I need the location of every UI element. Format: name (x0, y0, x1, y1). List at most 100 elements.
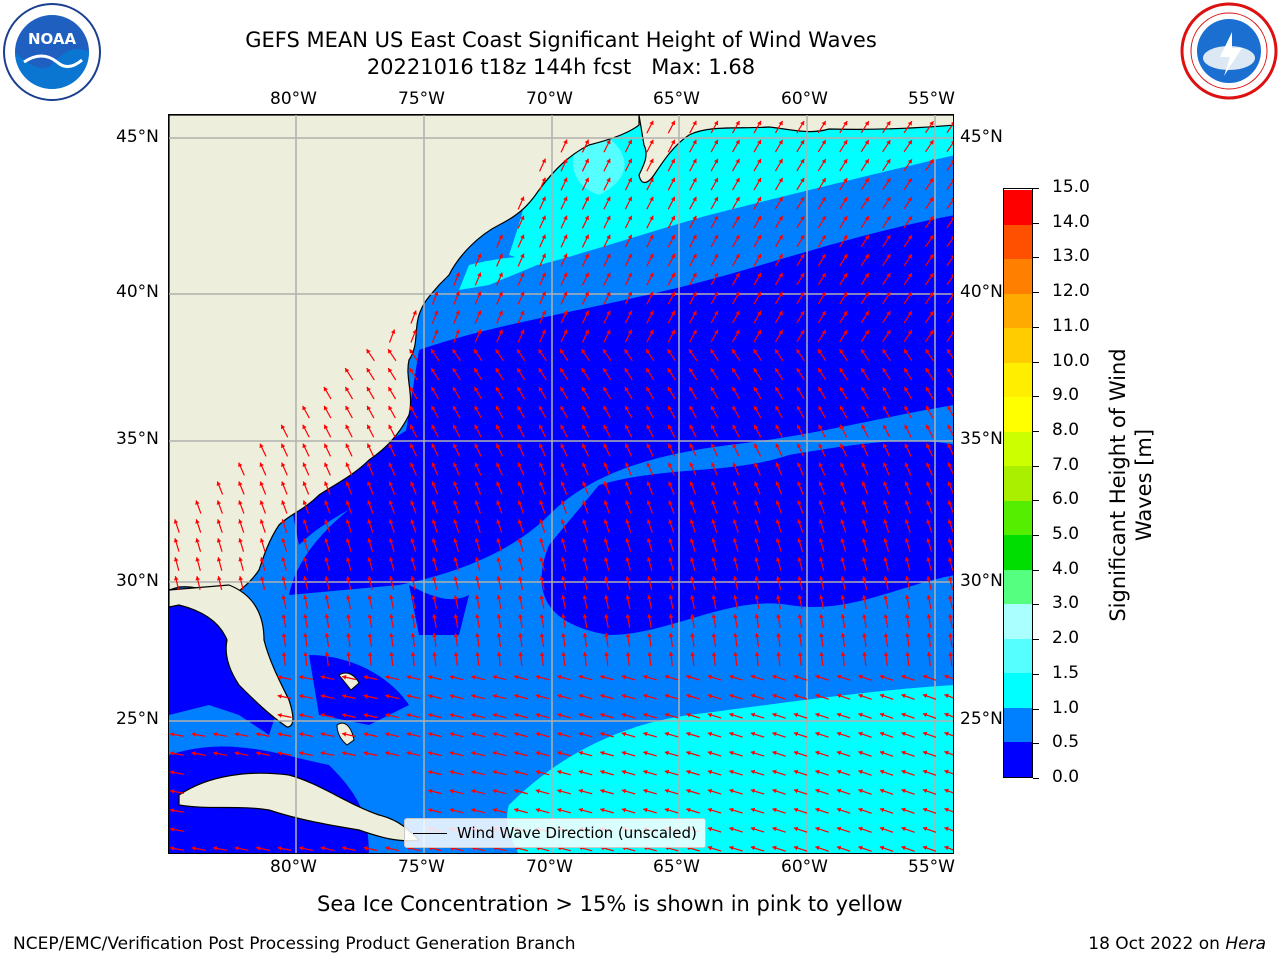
wind-wave-arrowhead (757, 291, 762, 297)
wind-wave-arrowhead (600, 693, 605, 699)
wind-wave-arrowhead (843, 140, 848, 145)
wind-wave-arrowhead (664, 788, 670, 794)
colorbar-tick-mark (1033, 743, 1039, 745)
wind-wave-arrowhead (904, 443, 909, 449)
wind-wave-arrowhead (603, 557, 609, 562)
wind-wave-arrowhead (929, 178, 934, 183)
wind-wave-arrowhead (864, 254, 869, 259)
wind-wave-arrowhead (606, 158, 611, 164)
wind-wave-arrowhead (281, 595, 287, 600)
wind-wave-arrowhead (843, 330, 848, 335)
wind-wave-arrowhead (320, 732, 325, 737)
wind-wave-arrowhead (621, 712, 627, 718)
wind-wave-arrowhead (668, 538, 673, 543)
wind-wave-arrowhead (926, 481, 931, 486)
wind-wave-arrowhead (710, 424, 716, 430)
wind-wave-arrowhead (363, 732, 368, 737)
wind-wave-arrowhead (625, 633, 631, 638)
wind-wave-arrowhead (735, 272, 740, 278)
wind-wave-arrowhead (861, 481, 866, 486)
wind-wave-arrowhead (474, 405, 479, 411)
wind-wave-arrowhead (603, 481, 608, 486)
wind-wave-arrowhead (603, 424, 608, 430)
wind-wave-arrowhead (732, 462, 737, 468)
wind-wave-arrowhead (907, 216, 912, 221)
wind-wave-arrowhead (879, 750, 885, 756)
wind-wave-arrowhead (840, 576, 846, 581)
wind-wave-arrowhead (664, 807, 670, 813)
wind-wave-arrowhead (882, 424, 888, 430)
wind-wave-arrowhead (882, 349, 887, 354)
wind-wave-arrowhead (907, 140, 912, 145)
wind-wave-arrowhead (324, 614, 330, 619)
wind-wave-arrowhead (670, 253, 676, 259)
wind-wave-arrowhead (584, 234, 589, 240)
wind-wave-arrowhead (323, 386, 328, 392)
wind-wave-arrowhead (879, 845, 885, 851)
wind-wave-arrowhead (471, 750, 476, 756)
wind-wave-arrowhead (449, 731, 454, 737)
wind-wave-arrowhead (713, 139, 719, 145)
wind-wave-arrowhead (950, 255, 953, 258)
wind-wave-arrowhead (234, 846, 239, 851)
wind-wave-arrowhead (668, 519, 673, 524)
wind-wave-arrowhead (363, 675, 368, 680)
wind-wave-arrowhead (907, 178, 912, 183)
wind-wave-arrowhead (929, 216, 934, 221)
wind-wave-arrowhead (600, 769, 605, 775)
wind-wave-arrowhead (843, 159, 848, 164)
wind-wave-arrowhead (342, 846, 347, 851)
wind-wave-arrowhead (498, 253, 503, 259)
wind-wave-arrowhead (821, 178, 826, 183)
map-canvas (169, 115, 953, 853)
map-legend: Wind Wave Direction (unscaled) (404, 818, 706, 848)
wind-wave-arrowhead (584, 272, 589, 278)
lon-label-top: 80°W (270, 89, 317, 109)
wind-wave-arrowhead (692, 291, 697, 297)
wind-wave-arrowhead (604, 633, 609, 638)
wind-wave-arrowhead (475, 652, 480, 657)
wind-wave-arrowhead (882, 368, 887, 373)
wind-wave-arrowhead (563, 196, 568, 202)
wind-wave-arrowhead (647, 633, 652, 638)
wind-wave-arrowhead (303, 614, 308, 619)
wind-wave-arrowhead (711, 557, 716, 562)
wind-wave-arrowhead (303, 633, 308, 638)
wind-wave-arrowhead (907, 121, 912, 126)
wind-wave-arrowhead (649, 291, 654, 297)
wind-wave-arrowhead (904, 500, 910, 505)
wind-wave-arrowhead (578, 674, 584, 680)
wind-wave-arrowhead (431, 557, 437, 562)
wind-wave-arrowhead (578, 712, 584, 718)
wind-wave-arrowhead (815, 674, 820, 680)
wind-wave-arrowhead (772, 826, 777, 832)
wind-wave-arrowhead (452, 386, 457, 392)
wind-wave-arrowhead (797, 576, 803, 581)
wind-wave-arrowhead (170, 827, 175, 832)
wind-wave-arrowhead (668, 443, 673, 449)
wind-wave-arrowhead (772, 712, 777, 718)
wind-wave-arrowhead (793, 731, 799, 737)
wind-wave-arrowhead (520, 329, 525, 335)
wind-wave-arrowhead (944, 788, 949, 794)
wind-wave-arrowhead (668, 576, 674, 581)
wind-wave-arrowhead (664, 731, 670, 737)
wind-wave-arrowhead (646, 443, 651, 449)
wind-wave-arrowhead (498, 234, 503, 240)
wind-wave-arrowhead (864, 330, 869, 335)
wind-wave-arrowhead (901, 674, 906, 680)
wind-wave-arrowhead (922, 845, 928, 851)
wind-wave-arrowhead (754, 443, 759, 449)
wind-wave-arrowhead (775, 481, 780, 486)
wind-wave-arrowhead (517, 576, 523, 581)
wind-wave-arrowhead (793, 845, 799, 851)
wind-wave-arrowhead (839, 386, 844, 392)
wind-wave-arrowhead (428, 807, 433, 813)
wind-wave-arrowhead (428, 750, 433, 756)
colorbar-tick-label: 1.5 (1052, 662, 1080, 683)
wind-wave-arrowhead (840, 462, 845, 468)
wind-wave-arrowhead (689, 481, 694, 486)
wind-wave-arrowhead (345, 443, 350, 449)
map-gridlines (169, 115, 953, 853)
wind-wave-arrowhead (861, 519, 867, 524)
